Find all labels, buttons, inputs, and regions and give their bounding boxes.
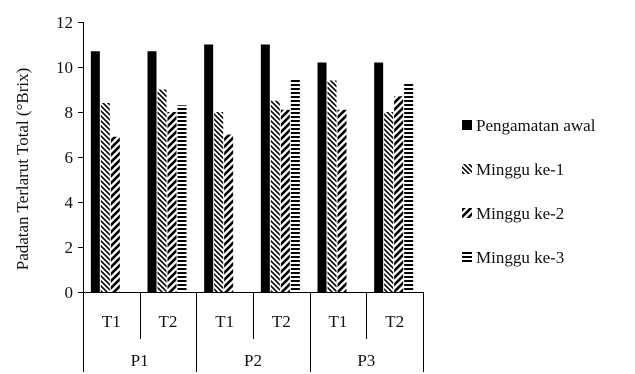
bar-diagonal-t1 [337,109,347,292]
legend-label: Minggu ke-3 [476,248,564,267]
bar-back-diagonal-t1 [100,103,110,292]
y-tick-label: 10 [56,58,73,77]
x-tick-label: T2 [385,312,404,331]
bar-horizontal-t2 [290,78,300,292]
bar-diagonal-t2 [167,112,177,292]
x-tick-label: T2 [159,312,178,331]
bar-solid-t1 [204,44,214,292]
bar-solid-t1 [317,62,327,292]
legend-label: Pengamatan awal [476,116,596,135]
group-label: P1 [131,351,149,370]
legend-swatch-diagonal [462,208,472,218]
y-tick-label: 4 [65,193,74,212]
bar-back-diagonal-t2 [270,100,280,292]
bars [90,44,414,292]
x-tick-label: T1 [329,312,348,331]
x-category-labels: T1 T2 T1 T2 T1 T2 P1 P2 P3 [102,312,404,370]
bar-horizontal-t2 [177,105,187,292]
bar-back-diagonal-t2 [384,112,394,292]
axes [78,22,424,372]
bar-solid-t1 [90,51,100,292]
legend-label: Minggu ke-1 [476,160,564,179]
y-tick-labels: 0 2 4 6 8 10 12 [56,13,74,302]
bar-back-diagonal-t2 [157,89,167,292]
legend: Pengamatan awal Minggu ke-1 Minggu ke-2 Min… [462,116,596,267]
legend-swatch-back-diagonal [462,164,472,174]
x-tick-label: T2 [272,312,291,331]
y-tick-label: 6 [65,148,74,167]
bar-diagonal-t2 [280,109,290,292]
bar-diagonal-t1 [224,134,234,292]
bar-horizontal-t2 [404,82,414,292]
y-tick-label: 12 [56,13,73,32]
bar-diagonal-t2 [394,96,404,292]
y-tick-label: 2 [65,238,74,257]
group-label: P2 [244,351,262,370]
y-tick-label: 0 [65,283,74,302]
group-label: P3 [357,351,375,370]
y-tick-label: 8 [65,103,74,122]
x-tick-label: T1 [215,312,234,331]
bar-solid-t2 [374,62,384,292]
legend-swatch-horizontal [462,252,472,262]
x-tick-label: T1 [102,312,121,331]
bar-solid-t2 [147,51,157,292]
bar-diagonal-t1 [110,136,120,292]
bar-solid-t2 [260,44,270,292]
bar-back-diagonal-t1 [327,80,337,292]
legend-label: Minggu ke-2 [476,204,564,223]
bar-back-diagonal-t1 [214,112,224,292]
y-axis-label: Padatan Terlarut Total (°Brix) [13,68,32,271]
legend-swatch-solid [462,120,472,130]
